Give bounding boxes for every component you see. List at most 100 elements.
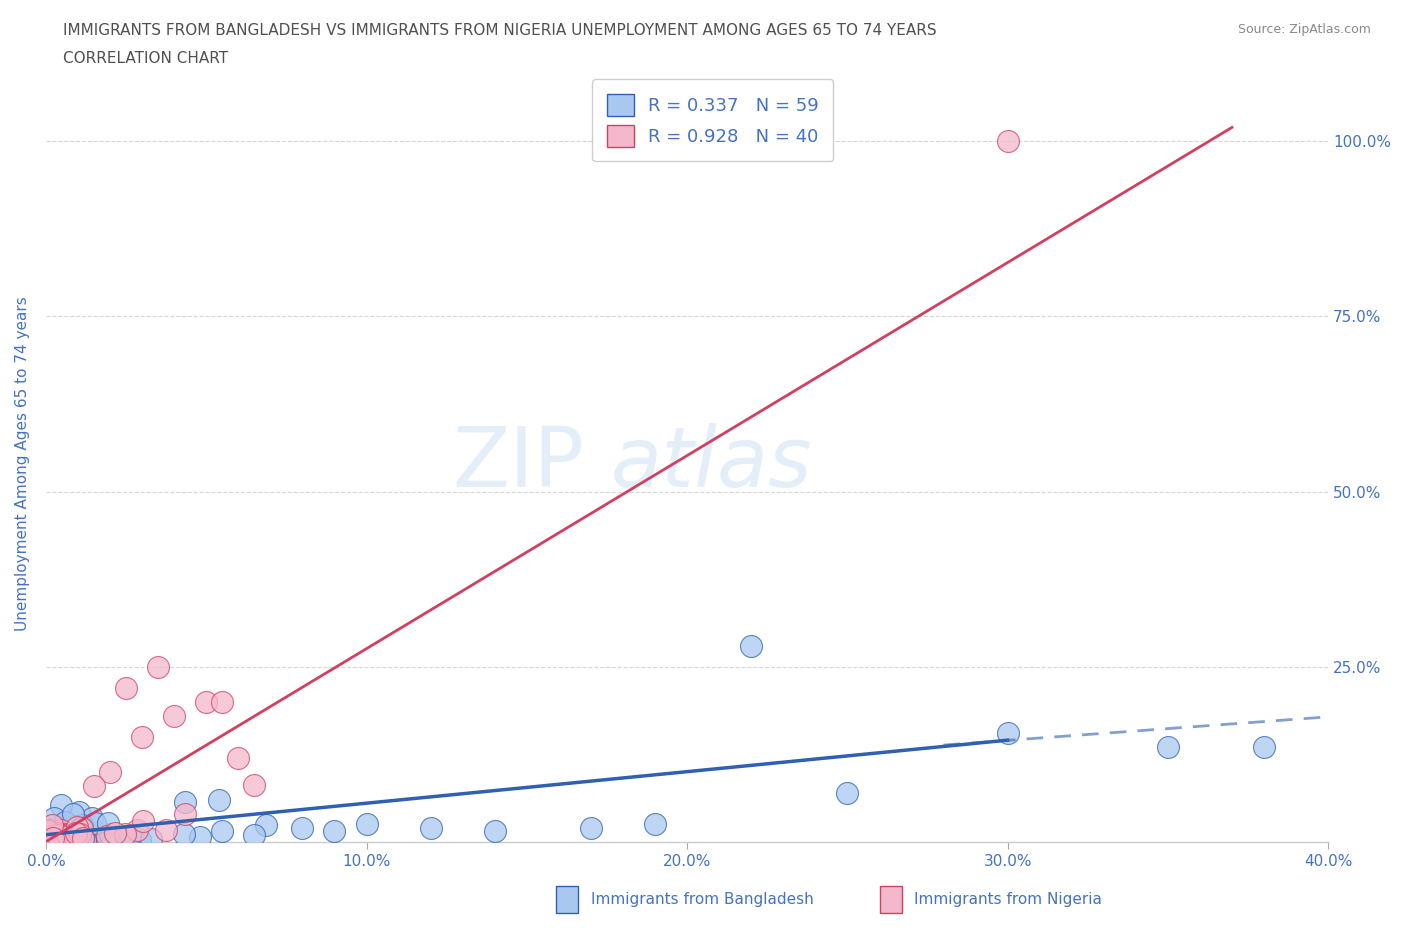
Point	[997, 134, 1019, 149]
Point	[72, 830, 94, 844]
Point	[226, 751, 249, 765]
Point	[38, 825, 60, 840]
Point	[419, 820, 441, 835]
Point	[190, 830, 212, 844]
Point	[73, 832, 96, 847]
Point	[131, 729, 153, 744]
Point	[120, 828, 142, 843]
Point	[49, 819, 72, 834]
Point	[75, 828, 97, 843]
Point	[58, 828, 80, 843]
Point	[195, 694, 218, 709]
Point	[80, 810, 103, 825]
Point	[39, 821, 62, 836]
Text: Immigrants from Nigeria: Immigrants from Nigeria	[914, 892, 1102, 907]
Point	[837, 785, 859, 800]
Point	[52, 828, 75, 843]
Point	[69, 825, 91, 840]
Point	[37, 833, 59, 848]
Point	[51, 823, 73, 838]
Point	[98, 827, 121, 842]
Point	[60, 830, 83, 844]
Point	[323, 824, 346, 839]
Point	[44, 811, 66, 826]
Point	[62, 829, 84, 844]
Point	[115, 830, 138, 844]
Point	[45, 827, 67, 842]
Point	[100, 834, 122, 849]
Point	[55, 819, 77, 834]
Point	[129, 833, 152, 848]
Point	[72, 830, 94, 845]
Y-axis label: Unemployment Among Ages 65 to 74 years: Unemployment Among Ages 65 to 74 years	[15, 296, 30, 631]
Point	[1157, 739, 1180, 754]
Point	[37, 823, 59, 838]
Point	[69, 833, 91, 848]
Point	[44, 825, 66, 840]
Point	[42, 830, 65, 845]
Point	[87, 830, 110, 845]
Point	[41, 817, 63, 832]
Point	[211, 694, 233, 709]
Point	[62, 818, 84, 833]
Point	[740, 638, 762, 653]
Point	[484, 824, 506, 839]
Point	[67, 804, 90, 819]
Point	[52, 827, 75, 842]
Text: IMMIGRANTS FROM BANGLADESH VS IMMIGRANTS FROM NIGERIA UNEMPLOYMENT AMONG AGES 65: IMMIGRANTS FROM BANGLADESH VS IMMIGRANTS…	[63, 23, 936, 38]
Point	[644, 817, 666, 831]
Point	[243, 828, 266, 843]
Point	[49, 832, 72, 847]
Point	[125, 822, 148, 837]
Point	[173, 826, 195, 841]
Point	[115, 680, 138, 695]
Text: atlas: atlas	[610, 423, 811, 504]
Point	[1253, 739, 1275, 754]
Point	[60, 827, 83, 842]
Text: ZIP: ZIP	[453, 423, 585, 504]
Point	[131, 814, 153, 829]
Point	[41, 829, 63, 844]
Text: Source: ZipAtlas.com: Source: ZipAtlas.com	[1237, 23, 1371, 36]
Point	[139, 832, 162, 847]
Point	[173, 795, 195, 810]
Point	[70, 820, 93, 835]
Point	[211, 824, 233, 839]
Text: Immigrants from Bangladesh: Immigrants from Bangladesh	[591, 892, 813, 907]
Point	[56, 828, 79, 843]
Point	[122, 828, 145, 843]
Point	[208, 792, 231, 807]
Point	[37, 823, 59, 838]
Point	[579, 820, 602, 835]
Point	[356, 817, 378, 831]
Point	[104, 826, 127, 841]
Point	[66, 819, 89, 834]
Point	[56, 827, 79, 842]
Point	[243, 777, 266, 792]
Point	[108, 831, 131, 846]
Point	[53, 825, 76, 840]
Point	[163, 709, 186, 724]
Point	[38, 822, 60, 837]
Text: CORRELATION CHART: CORRELATION CHART	[63, 51, 228, 66]
Point	[53, 814, 76, 829]
Point	[39, 818, 62, 833]
Point	[44, 832, 66, 847]
Point	[291, 820, 314, 835]
Point	[114, 827, 136, 842]
Point	[75, 828, 97, 843]
Point	[997, 725, 1019, 740]
Legend: R = 0.337   N = 59, R = 0.928   N = 40: R = 0.337 N = 59, R = 0.928 N = 40	[592, 79, 834, 161]
Point	[65, 826, 87, 841]
Point	[84, 816, 107, 830]
Point	[72, 820, 94, 835]
Point	[146, 659, 169, 674]
Point	[49, 798, 72, 813]
Point	[98, 764, 121, 779]
Point	[69, 827, 91, 842]
Point	[77, 832, 100, 847]
Point	[83, 778, 105, 793]
Point	[97, 816, 120, 830]
Point	[72, 817, 94, 832]
Point	[62, 806, 84, 821]
